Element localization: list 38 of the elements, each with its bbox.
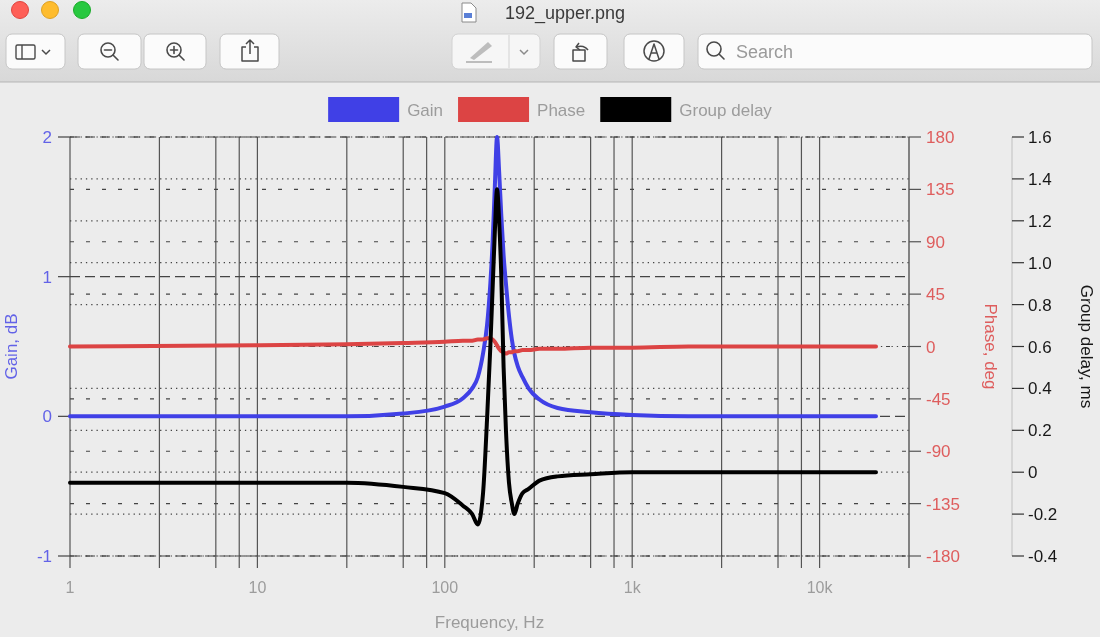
x-tick-label: 100 [431,579,459,596]
y2-tick-label: -90 [926,442,951,462]
y2-tick-label: -45 [926,389,951,409]
y3-tick-label: -0.4 [1028,547,1058,566]
x-tick-label: 10k [806,579,834,596]
legend-label: Gain [407,100,444,120]
chart-title: 192_upper.png [504,3,626,24]
y3-tick-label: 0 [1028,463,1038,483]
y-tick-label: 2 [42,128,52,147]
y3-tick-label: -0.2 [1028,505,1058,525]
x-tick-label: 1k [623,579,642,596]
y3-tick-label: 1.0 [1028,253,1052,273]
y-tick-label: 0 [42,407,52,427]
y3-tick-label: 0.4 [1028,379,1052,399]
text: Search [736,42,794,62]
legend-label: Group delay [679,100,773,120]
y3-tick-label: 0.6 [1028,337,1052,357]
y3-tick-label: 1.4 [1028,169,1052,189]
x-tick-label: 1 [65,579,75,596]
y2-tick-label: 45 [926,285,945,305]
x-axis-title: Frequency, Hz [434,613,545,632]
legend-label: Phase [537,100,586,120]
y2-tick-label: 0 [926,337,936,357]
y-axis-title: Gain, dB [2,313,21,380]
y2-tick-label: 135 [926,180,955,200]
y3-tick-label: 0.8 [1028,295,1052,315]
y3-tick-label: 0.2 [1028,421,1052,441]
y3-axis-title: Group delay, ms [1077,284,1096,409]
y-tick-label: 1 [42,267,52,287]
y2-tick-label: 90 [926,232,945,252]
y2-axis-title: Phase, deg [981,303,1000,390]
x-tick-label: 10 [248,579,267,596]
y-tick-label: -1 [36,547,52,566]
y3-tick-label: 1.2 [1028,211,1052,231]
y2-tick-label: -135 [926,494,961,514]
y2-tick-label: 180 [926,128,955,147]
y2-tick-label: -180 [926,547,961,566]
y3-tick-label: 1.6 [1028,128,1052,147]
